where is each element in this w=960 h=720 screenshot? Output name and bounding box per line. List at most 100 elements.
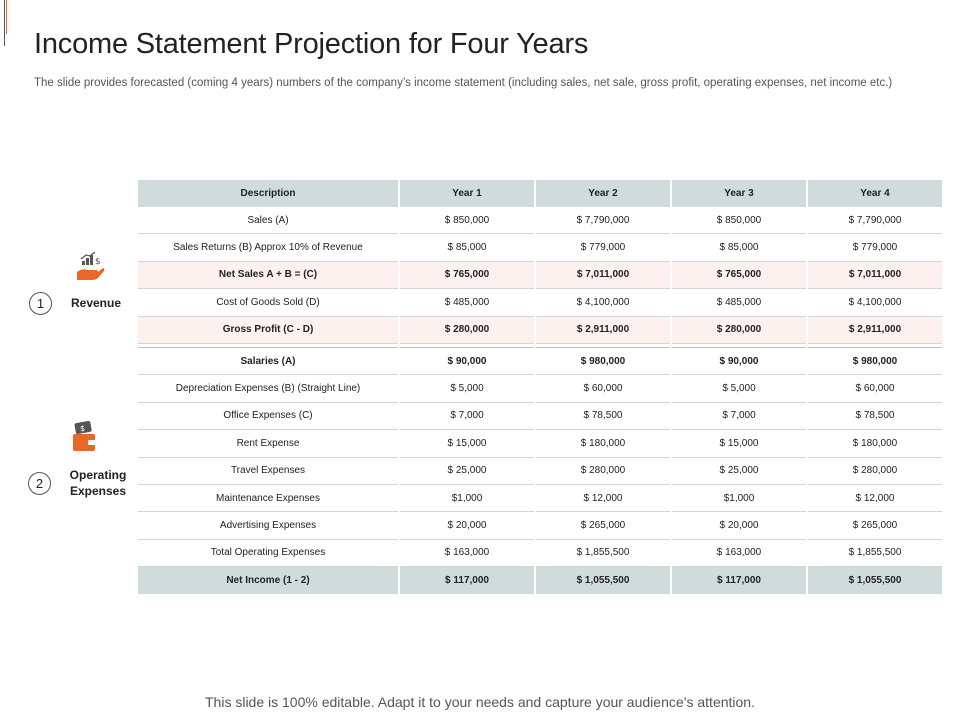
- cell-year-2: $ 60,000: [536, 375, 670, 403]
- svg-text:$: $: [80, 424, 85, 433]
- accent-line-dark: [4, 0, 5, 46]
- cell-description: Total Operating Expenses: [138, 540, 398, 568]
- cell-year-4: $ 7,790,000: [808, 207, 942, 235]
- cell-description: Cost of Goods Sold (D): [138, 289, 398, 317]
- cell-year-1: $ 485,000: [400, 289, 534, 317]
- header-year-3: Year 3: [672, 180, 806, 207]
- accent-bar: [4, 0, 7, 46]
- cell-description: Sales (A): [138, 207, 398, 235]
- cell-year-2: $ 12,000: [536, 485, 670, 513]
- cell-year-2: $ 980,000: [536, 348, 670, 376]
- cell-year-3: $ 20,000: [672, 512, 806, 540]
- cell-year-3: $ 280,000: [672, 316, 806, 344]
- table-row-maintenance-expenses: Maintenance Expenses $1,000 $ 12,000 $1,…: [138, 485, 942, 513]
- table-row-advertising-expenses: Advertising Expenses $ 20,000 $ 265,000 …: [138, 512, 942, 540]
- wallet-icon: $: [73, 421, 96, 451]
- cell-year-2: $ 2,911,000: [536, 316, 670, 344]
- header-year-2: Year 2: [536, 180, 670, 207]
- cell-year-1: $ 90,000: [400, 348, 534, 376]
- table-row-travel-expenses: Travel Expenses $ 25,000 $ 280,000 $ 25,…: [138, 458, 942, 485]
- cell-description: Net Income (1 - 2): [138, 567, 398, 595]
- table-row-sales: Sales (A) $ 850,000 $ 7,790,000 $ 850,00…: [138, 207, 942, 235]
- table-row-total-operating-expenses: Total Operating Expenses $ 163,000 $ 1,8…: [138, 540, 942, 568]
- header-description: Description: [138, 180, 398, 207]
- cell-description: Advertising Expenses: [138, 512, 398, 540]
- cell-year-2: $ 280,000: [536, 458, 670, 485]
- header-year-4: Year 4: [808, 180, 942, 207]
- table-row-salaries: Salaries (A) $ 90,000 $ 980,000 $ 90,000…: [138, 348, 942, 376]
- table-header-row: Description Year 1 Year 2 Year 3 Year 4: [138, 180, 942, 207]
- cell-description: Office Expenses (C): [138, 403, 398, 431]
- cell-year-4: $ 4,100,000: [808, 289, 942, 317]
- cell-year-1: $ 280,000: [400, 316, 534, 344]
- cell-year-3: $ 5,000: [672, 375, 806, 403]
- table-row-sales-returns: Sales Returns (B) Approx 10% of Revenue …: [138, 234, 942, 262]
- cell-description: Salaries (A): [138, 348, 398, 376]
- cell-year-2: $ 1,855,500: [536, 540, 670, 568]
- cell-description: Sales Returns (B) Approx 10% of Revenue: [138, 234, 398, 262]
- cell-year-4: $ 60,000: [808, 375, 942, 403]
- cell-year-1: $ 117,000: [400, 567, 534, 595]
- cell-description: Depreciation Expenses (B) (Straight Line…: [138, 375, 398, 403]
- cell-description: Maintenance Expenses: [138, 485, 398, 513]
- cell-year-3: $ 850,000: [672, 207, 806, 235]
- table-row-rent-expense: Rent Expense $ 15,000 $ 180,000 $ 15,000…: [138, 430, 942, 458]
- svg-text:$: $: [95, 257, 101, 267]
- cell-year-4: $ 1,055,500: [808, 567, 942, 595]
- cell-year-3: $ 163,000: [672, 540, 806, 568]
- table-row-net-sales: Net Sales A + B = (C) $ 765,000 $ 7,011,…: [138, 261, 942, 290]
- cell-year-3: $ 85,000: [672, 234, 806, 262]
- table-row-cogs: Cost of Goods Sold (D) $ 485,000 $ 4,100…: [138, 289, 942, 317]
- page-title: Income Statement Projection for Four Yea…: [34, 28, 589, 60]
- table-row-depreciation: Depreciation Expenses (B) (Straight Line…: [138, 375, 942, 403]
- cell-year-1: $ 765,000: [400, 261, 534, 290]
- cell-year-3: $ 7,000: [672, 403, 806, 431]
- section-separator: [138, 344, 942, 348]
- cell-year-1: $ 5,000: [400, 375, 534, 403]
- cell-year-4: $ 779,000: [808, 234, 942, 262]
- footer-note: This slide is 100% editable. Adapt it to…: [205, 694, 755, 710]
- cell-year-3: $1,000: [672, 485, 806, 513]
- cell-year-4: $ 1,855,500: [808, 540, 942, 568]
- cell-year-2: $ 4,100,000: [536, 289, 670, 317]
- cell-year-1: $ 163,000: [400, 540, 534, 568]
- table-row-net-income: Net Income (1 - 2) $ 117,000 $ 1,055,500…: [138, 567, 942, 595]
- table-row-office-expenses: Office Expenses (C) $ 7,000 $ 78,500 $ 7…: [138, 403, 942, 431]
- section-number-2: 2: [28, 472, 51, 495]
- cell-year-3: $ 117,000: [672, 567, 806, 595]
- cell-year-1: $ 25,000: [400, 458, 534, 485]
- cell-year-2: $ 1,055,500: [536, 567, 670, 595]
- cell-year-1: $ 7,000: [400, 403, 534, 431]
- income-statement-table: Description Year 1 Year 2 Year 3 Year 4 …: [136, 180, 944, 595]
- cell-description: Net Sales A + B = (C): [138, 261, 398, 290]
- page-subtitle: The slide provides forecasted (coming 4 …: [34, 77, 893, 89]
- cell-year-1: $ 850,000: [400, 207, 534, 235]
- cell-year-3: $ 485,000: [672, 289, 806, 317]
- section-number-1: 1: [29, 292, 52, 315]
- cell-year-2: $ 779,000: [536, 234, 670, 262]
- accent-line-orange: [6, 0, 7, 34]
- table-row-gross-profit: Gross Profit (C - D) $ 280,000 $ 2,911,0…: [138, 316, 942, 344]
- cell-year-4: $ 980,000: [808, 348, 942, 376]
- cell-year-1: $ 85,000: [400, 234, 534, 262]
- cell-year-4: $ 7,011,000: [808, 261, 942, 290]
- cell-year-2: $ 180,000: [536, 430, 670, 458]
- section-label-line-2: Expenses: [69, 484, 127, 498]
- cell-description: Gross Profit (C - D): [138, 316, 398, 344]
- cell-year-3: $ 765,000: [672, 261, 806, 290]
- cell-year-4: $ 12,000: [808, 485, 942, 513]
- section-label-line-1: Operating: [69, 468, 127, 482]
- cell-year-2: $ 7,011,000: [536, 261, 670, 290]
- cell-year-2: $ 7,790,000: [536, 207, 670, 235]
- header-year-1: Year 1: [400, 180, 534, 207]
- cell-year-3: $ 15,000: [672, 430, 806, 458]
- cell-year-3: $ 25,000: [672, 458, 806, 485]
- cell-year-4: $ 280,000: [808, 458, 942, 485]
- cell-year-4: $ 78,500: [808, 403, 942, 431]
- cell-year-2: $ 265,000: [536, 512, 670, 540]
- section-label-operating-expenses: Operating Expenses: [60, 467, 136, 499]
- cell-year-3: $ 90,000: [672, 348, 806, 376]
- cell-year-4: $ 265,000: [808, 512, 942, 540]
- cell-year-1: $1,000: [400, 485, 534, 513]
- cell-year-4: $ 180,000: [808, 430, 942, 458]
